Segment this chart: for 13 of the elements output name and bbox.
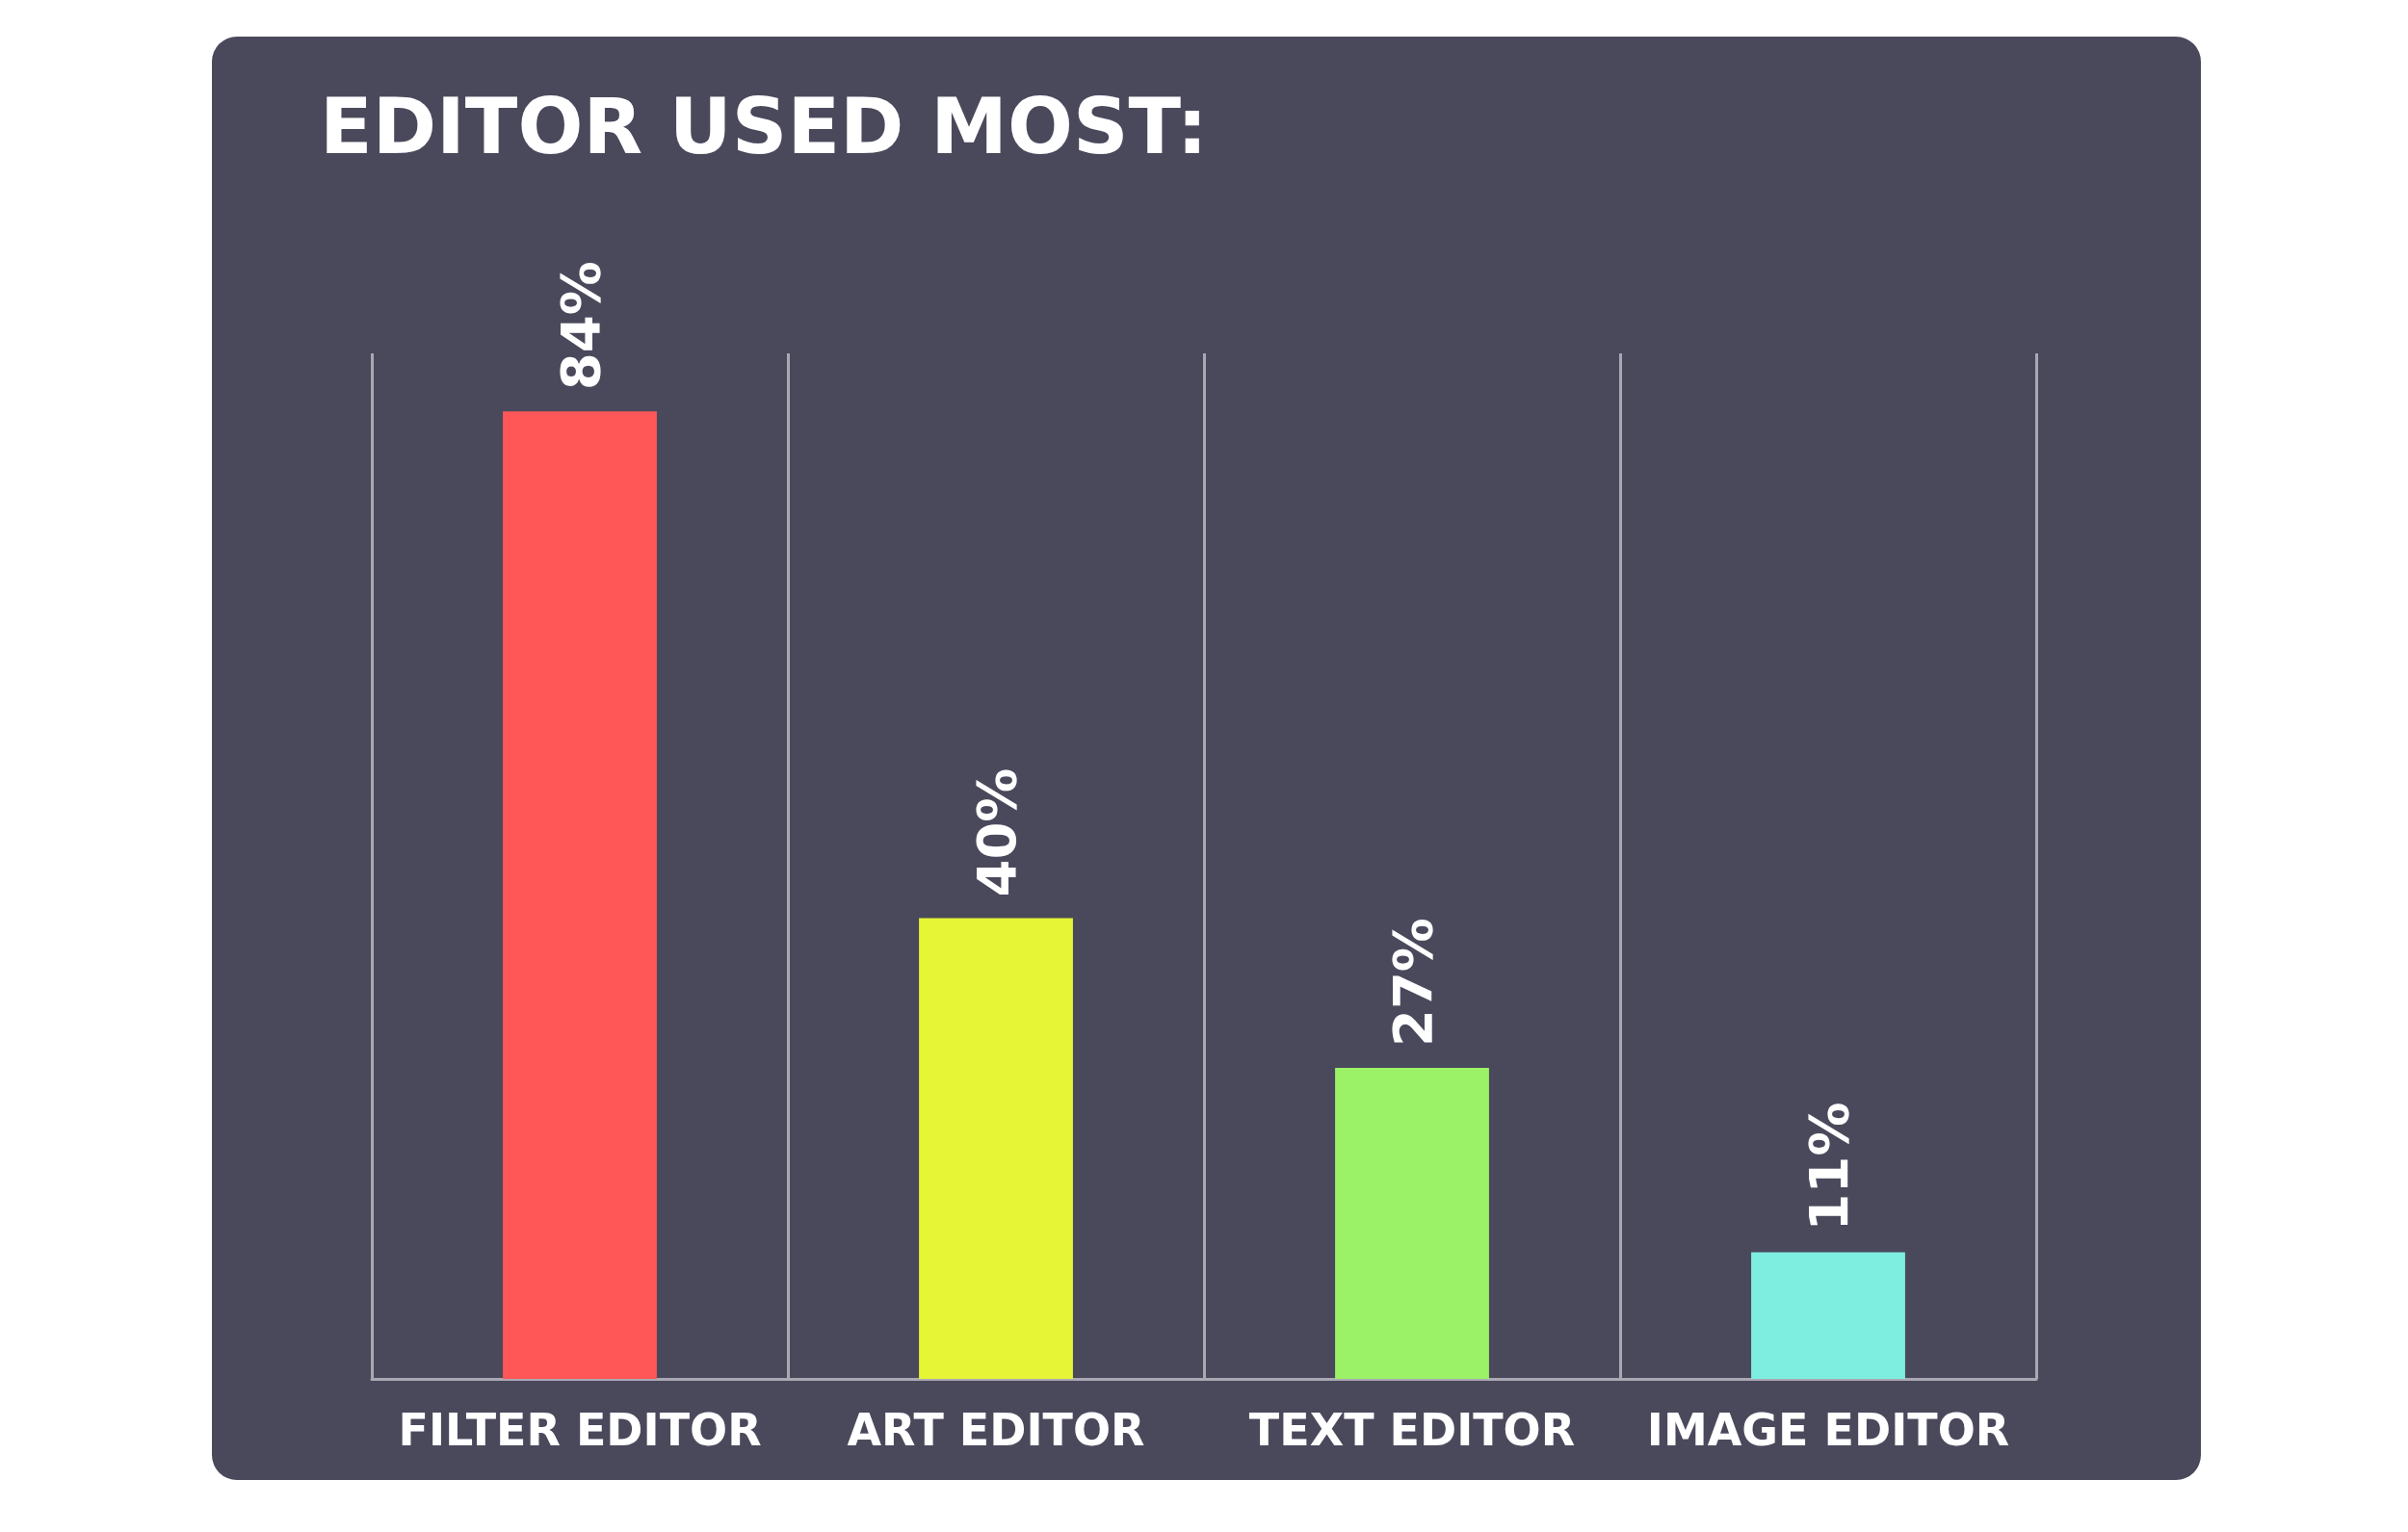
bar bbox=[919, 918, 1073, 1379]
chart-title: EDITOR USED MOST: bbox=[320, 81, 1208, 171]
x-tick-label: IMAGE EDITOR bbox=[1646, 1404, 2010, 1456]
bar bbox=[1751, 1252, 1905, 1379]
data-label: 11% bbox=[1796, 1102, 1860, 1232]
x-tick-label: FILTER EDITOR bbox=[398, 1404, 762, 1456]
x-tick-label: ART EDITOR bbox=[847, 1404, 1145, 1456]
data-label: 27% bbox=[1380, 918, 1444, 1048]
data-label: 40% bbox=[964, 767, 1028, 897]
x-tick-label: TEXT EDITOR bbox=[1248, 1404, 1576, 1456]
bar bbox=[1335, 1068, 1489, 1379]
bar bbox=[503, 411, 657, 1379]
data-label: 84% bbox=[548, 261, 612, 391]
